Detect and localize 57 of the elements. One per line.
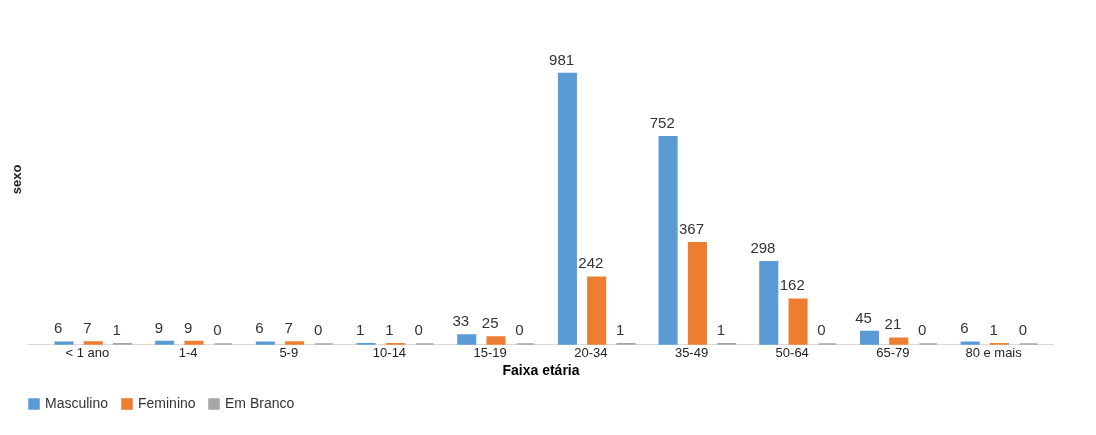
legend-label: Masculino [45,395,109,411]
bar [486,336,506,345]
bar [859,330,880,345]
bar [759,261,779,345]
bar [457,334,477,345]
data-label: 0 [817,321,826,338]
bar [687,242,707,345]
data-label: 1 [356,320,365,338]
legend-label: Em Branco [225,395,295,411]
data-label: 298 [750,238,776,256]
data-label: 9 [183,318,193,336]
bar [587,276,607,345]
x-tick-label: < 1 ano [65,344,110,360]
x-tick-label: 80 e mais [965,344,1023,360]
x-tick-label: 15-19 [473,344,507,360]
data-label: 162 [779,276,805,294]
x-tick-label: 1-4 [178,344,198,360]
data-label: 1 [716,320,725,338]
data-label: 25 [481,314,499,332]
legend-label: Feminino [138,395,196,411]
bar [889,337,909,345]
data-label: 367 [679,219,705,237]
x-tick-label: 35-49 [674,344,709,360]
data-label: 6 [255,319,264,337]
x-tick-label: 5-9 [279,344,299,360]
data-label: 0 [918,321,927,338]
data-label: 7 [284,319,293,337]
data-label: 1 [615,320,625,338]
data-label: 242 [578,254,604,272]
data-label: 752 [649,113,675,131]
data-label: 0 [213,321,222,338]
data-label: 981 [549,50,575,68]
data-label: 6 [53,319,63,337]
data-label: 1 [112,320,121,338]
bar [557,72,577,345]
data-label: 9 [154,318,163,336]
data-label: 0 [313,321,323,338]
x-tick-label: 20-34 [574,344,608,360]
x-tick-label: 65-79 [876,344,910,360]
bar [658,135,678,345]
data-label: 21 [884,315,902,333]
data-label: 1 [989,320,998,338]
x-tick-label: 50-64 [775,344,809,360]
data-label: 6 [960,319,969,337]
y-axis-title: sexo [8,164,24,195]
data-label: 0 [1018,321,1028,338]
x-axis-title: Faixa etária [502,361,580,378]
x-tick-label: 10-14 [372,344,407,360]
bar [788,298,808,345]
data-label: 33 [452,311,470,329]
bar [155,340,175,345]
data-label: 45 [855,308,872,326]
bar [184,340,204,345]
data-label: 0 [414,321,423,338]
data-label: 0 [515,321,524,338]
data-label: 7 [83,319,92,337]
data-label: 1 [385,320,394,338]
